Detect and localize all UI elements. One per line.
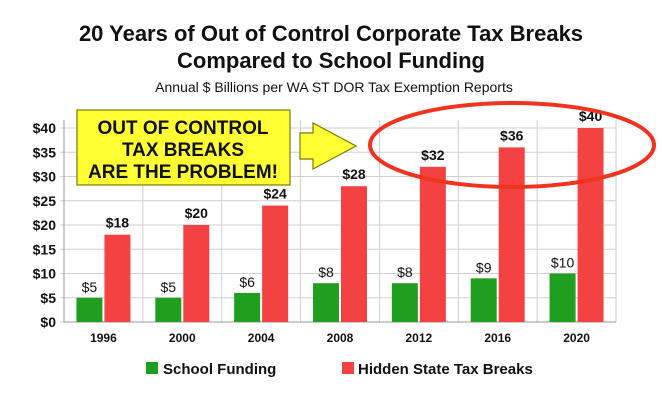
chart-title-line1: 20 Years of Out of Control Corporate Tax… [79, 21, 583, 46]
x-tick-label: 2012 [406, 331, 433, 345]
legend-label: Hidden State Tax Breaks [358, 361, 533, 378]
bar-tax-breaks [419, 166, 446, 322]
data-label-school-funding: $5 [82, 279, 98, 295]
legend-label: School Funding [163, 361, 276, 378]
callout-text-line: OUT OF CONTROL [98, 118, 269, 139]
data-label-school-funding: $9 [476, 259, 492, 275]
data-label-tax-breaks: $36 [500, 127, 524, 143]
callout-text-line: ARE THE PROBLEM! [88, 162, 278, 183]
bars [76, 128, 604, 322]
bar-school-funding [234, 292, 261, 322]
bar-tax-breaks [577, 128, 604, 322]
y-tick-label: $30 [33, 169, 57, 185]
bar-school-funding [155, 297, 182, 322]
bar-tax-breaks [104, 234, 131, 322]
y-tick-label: $20 [33, 217, 57, 233]
y-tick-label: $35 [33, 144, 57, 160]
legend-swatch [342, 362, 354, 374]
data-label-school-funding: $8 [397, 264, 413, 280]
bar-school-funding [549, 273, 576, 322]
data-label-tax-breaks: $20 [185, 205, 209, 221]
data-label-school-funding: $10 [551, 255, 575, 271]
data-label-school-funding: $5 [160, 279, 176, 295]
x-tick-label: 1996 [90, 331, 117, 345]
bar-school-funding [76, 297, 103, 322]
bar-school-funding [470, 278, 497, 322]
bar-tax-breaks [262, 205, 289, 322]
legend: School Funding Hidden State Tax Breaks [146, 361, 533, 378]
bar-tax-breaks [341, 186, 367, 322]
data-label-tax-breaks: $28 [342, 166, 366, 182]
y-axis: $0 $5 $10 $15 $20 $25 $30 $35 $40 [33, 120, 616, 330]
chart-title-line2: Compared to School Funding [177, 48, 485, 73]
data-label-tax-breaks: $18 [106, 215, 130, 231]
x-axis: 1996 2000 2004 2008 2012 2016 2020 [90, 331, 590, 345]
arrow-shape [299, 121, 358, 171]
data-label-school-funding: $8 [318, 264, 334, 280]
y-tick-label: $15 [33, 241, 57, 257]
callout-text-line: TAX BREAKS [122, 140, 244, 161]
y-tick-label: $25 [33, 193, 57, 209]
data-label-tax-breaks: $32 [421, 147, 445, 163]
highlight-ellipse [368, 101, 656, 189]
bar-tax-breaks [183, 225, 210, 322]
data-label-school-funding: $6 [239, 274, 255, 290]
y-tick-label: $10 [33, 266, 57, 282]
legend-swatch [146, 362, 158, 374]
x-tick-label: 2016 [484, 331, 511, 345]
chart-subtitle: Annual $ Billions per WA ST DOR Tax Exem… [155, 79, 513, 95]
y-tick-label: $40 [33, 120, 57, 136]
bar-tax-breaks [498, 147, 525, 322]
bar-school-funding [391, 283, 418, 322]
callout-arrow [299, 121, 358, 171]
x-tick-label: 2020 [563, 331, 590, 345]
x-tick-label: 2008 [327, 331, 354, 345]
y-tick-label: $0 [40, 314, 56, 330]
y-tick-label: $5 [40, 290, 56, 306]
ellipse-shape [368, 101, 656, 189]
callout-background [76, 109, 291, 186]
data-labels: $5$18$5$20$6$24$8$28$8$32$9$36$10$40 [82, 108, 603, 295]
x-tick-label: 2000 [169, 331, 196, 345]
bar-school-funding [313, 283, 339, 322]
x-tick-label: 2004 [248, 331, 275, 345]
data-label-tax-breaks: $24 [263, 186, 287, 202]
